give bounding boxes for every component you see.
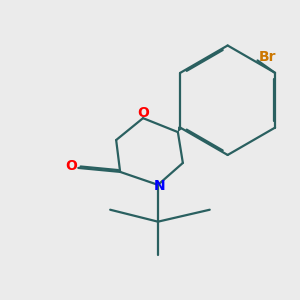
- Text: Br: Br: [259, 50, 277, 64]
- Text: O: O: [137, 106, 149, 120]
- Polygon shape: [178, 127, 182, 132]
- Text: N: N: [154, 179, 165, 193]
- Text: O: O: [65, 159, 77, 173]
